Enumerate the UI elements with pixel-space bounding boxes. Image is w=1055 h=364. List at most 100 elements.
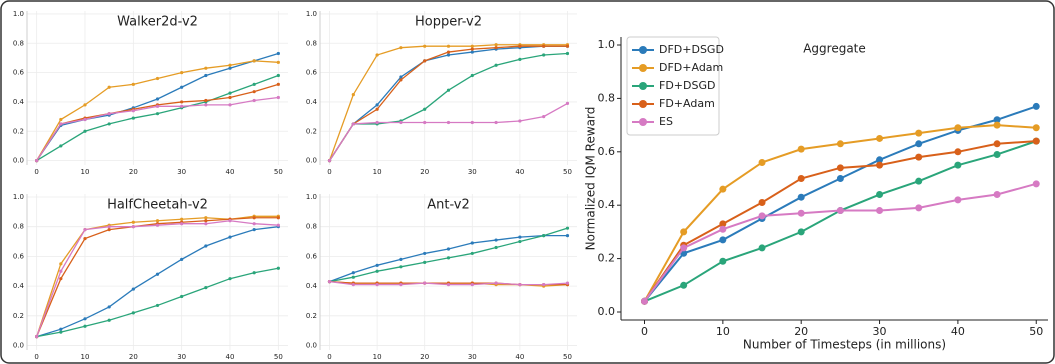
point [276, 60, 280, 64]
point [518, 235, 522, 239]
x-tick-label: 40 [226, 168, 235, 176]
point [836, 175, 844, 182]
x-tick-label: 30 [468, 353, 477, 361]
point [494, 46, 498, 50]
series-line [328, 45, 568, 161]
point [470, 241, 474, 245]
x-tick-label: 20 [129, 168, 138, 176]
point [993, 116, 1001, 124]
point [180, 257, 184, 261]
point [954, 148, 962, 156]
point [494, 238, 498, 242]
x-tick-label: 0 [34, 168, 38, 176]
point [228, 66, 232, 70]
y-tick-label: 0.4 [13, 98, 25, 106]
y-tick-label: 1.0 [598, 38, 616, 51]
x-tick-label: 50 [563, 353, 572, 361]
point [423, 44, 427, 48]
point [518, 119, 522, 123]
point [204, 286, 208, 290]
point [470, 283, 474, 287]
legend-marker [639, 100, 647, 108]
point [399, 257, 403, 261]
point [83, 236, 87, 241]
point [542, 53, 546, 57]
point [797, 209, 805, 217]
point [954, 124, 962, 132]
series-line [328, 45, 568, 161]
series-line [36, 267, 279, 338]
point [204, 73, 208, 78]
point [375, 269, 379, 273]
x-tick-label: 30 [177, 168, 186, 176]
point [252, 59, 256, 63]
point [375, 263, 379, 267]
point [542, 234, 546, 238]
point [565, 226, 570, 230]
y-tick-label: 1.0 [306, 193, 317, 201]
x-tick-label: 10 [716, 325, 730, 338]
point [83, 317, 87, 321]
x-tick-label: 10 [81, 353, 90, 361]
point [59, 262, 63, 266]
point [680, 281, 688, 289]
series-line [36, 60, 279, 161]
point [131, 116, 135, 120]
point [83, 117, 87, 122]
point [107, 122, 111, 126]
point [542, 44, 546, 48]
point [399, 46, 403, 50]
point [797, 193, 805, 201]
point [155, 112, 160, 116]
y-tick-label: 0.6 [13, 252, 25, 260]
point [641, 297, 649, 305]
legend-label: DFD+DSGD [659, 43, 724, 56]
point [565, 51, 570, 56]
y-tick-label: 0.2 [306, 312, 317, 320]
x-tick-label: 10 [81, 168, 90, 176]
point [876, 207, 884, 215]
point [680, 228, 688, 236]
point [35, 159, 39, 163]
point [915, 177, 923, 185]
point [351, 275, 355, 279]
point [446, 283, 451, 287]
x-tick-label: 0 [327, 168, 331, 176]
legend-marker [639, 118, 647, 126]
series-line [328, 44, 568, 161]
point [423, 107, 427, 111]
point [470, 44, 474, 48]
point [399, 120, 403, 125]
point [59, 269, 63, 273]
point [204, 98, 208, 103]
point [565, 44, 570, 48]
y-tick-label: 1.0 [13, 193, 24, 201]
x-tick-label: 0 [641, 325, 648, 338]
point [155, 223, 160, 227]
legend-marker [639, 46, 647, 54]
point [107, 112, 111, 116]
point [446, 88, 451, 92]
point [470, 251, 474, 256]
series-line [36, 226, 279, 338]
point [758, 199, 766, 207]
point [327, 159, 332, 163]
legend-label: FD+DSGD [659, 79, 715, 92]
point [83, 103, 87, 107]
point [915, 204, 923, 212]
point [107, 228, 111, 232]
point [252, 90, 256, 94]
point [155, 272, 160, 276]
point [276, 73, 280, 78]
x-tick-label: 20 [420, 353, 429, 361]
point [276, 223, 280, 227]
point [680, 244, 688, 252]
point [375, 120, 379, 125]
x-tick-label: 50 [563, 168, 572, 176]
y-tick-label: 0.0 [306, 342, 317, 350]
y-tick-label: 0.4 [598, 198, 616, 211]
x-tick-label: 0 [327, 353, 331, 361]
chart-title: HalfCheetah-v2 [107, 198, 208, 213]
point [252, 228, 256, 232]
point [276, 95, 280, 100]
